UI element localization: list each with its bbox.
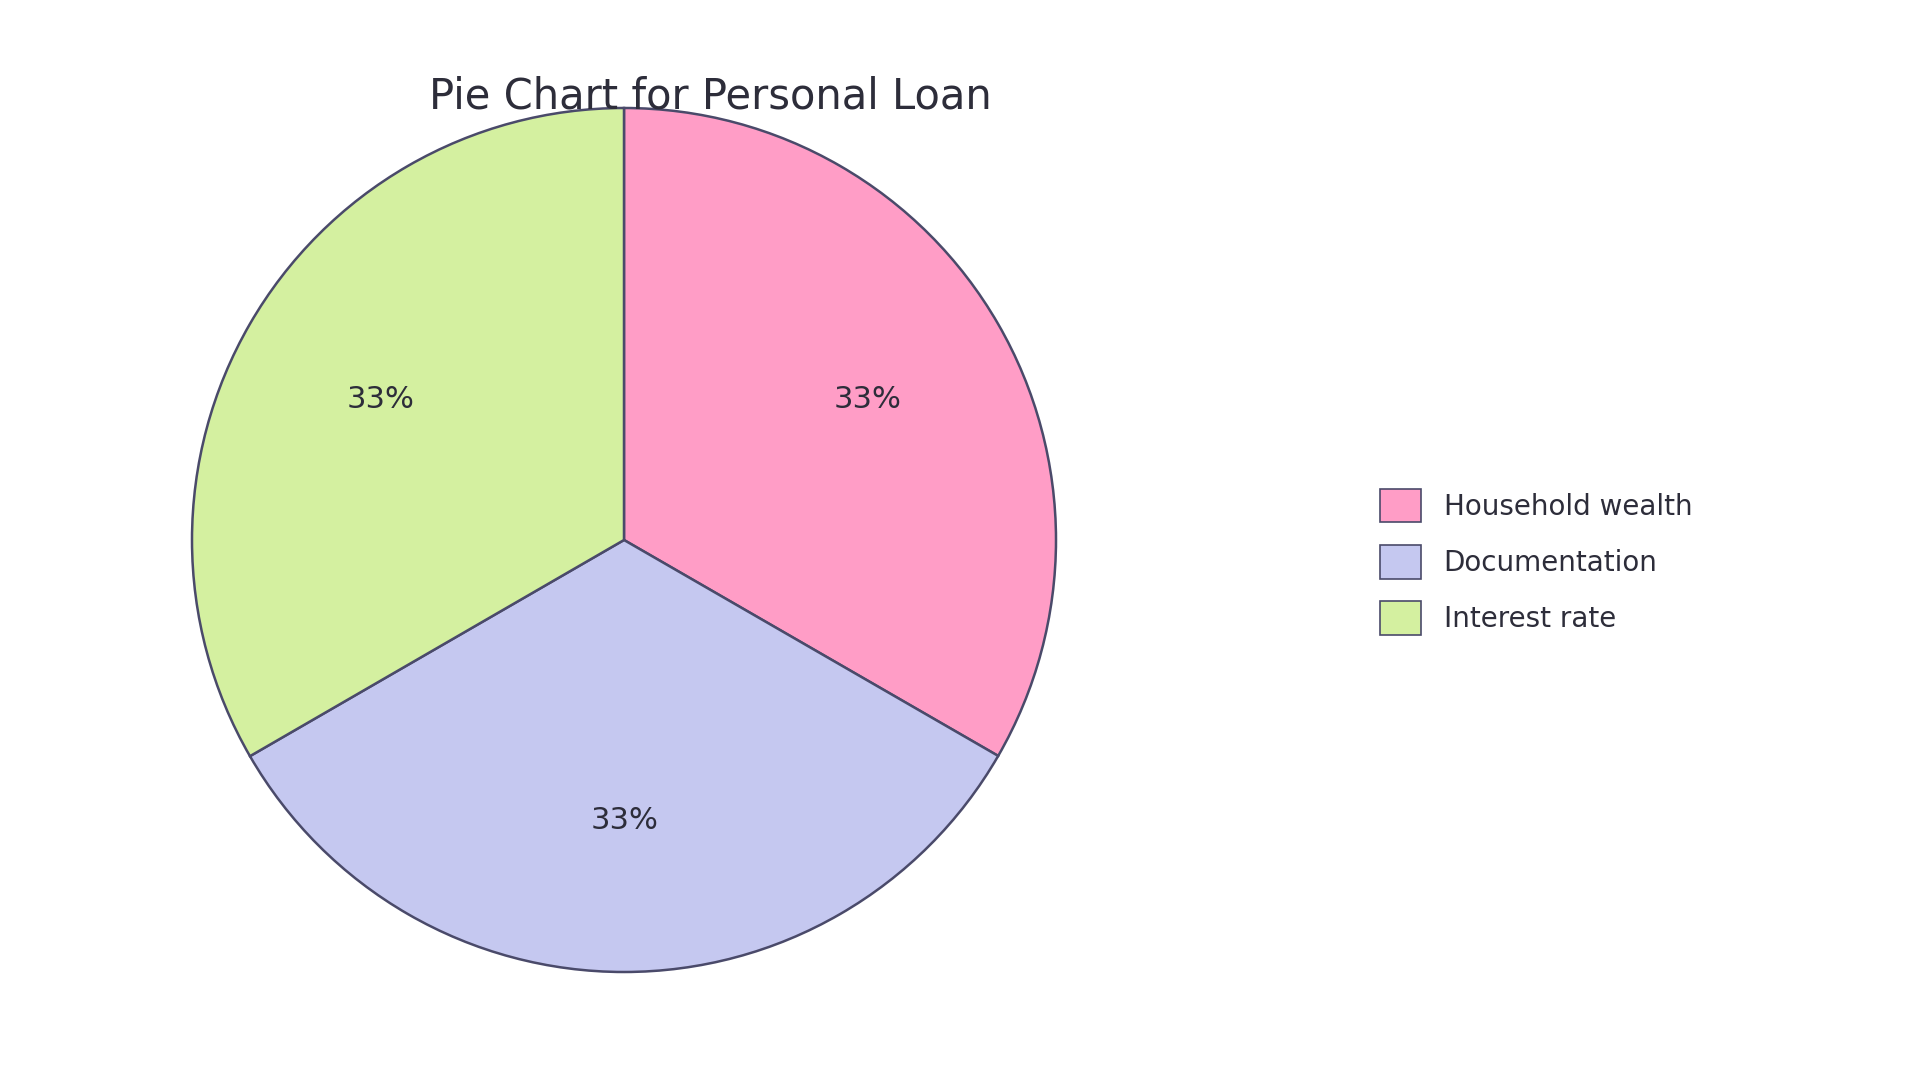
Legend: Household wealth, Documentation, Interest rate: Household wealth, Documentation, Interes… <box>1380 488 1692 635</box>
Text: 33%: 33% <box>348 386 415 414</box>
Wedge shape <box>192 108 624 756</box>
Text: 33%: 33% <box>833 386 900 414</box>
Wedge shape <box>250 540 998 972</box>
Text: Pie Chart for Personal Loan: Pie Chart for Personal Loan <box>428 76 993 118</box>
Text: 33%: 33% <box>589 807 659 835</box>
Wedge shape <box>624 108 1056 756</box>
